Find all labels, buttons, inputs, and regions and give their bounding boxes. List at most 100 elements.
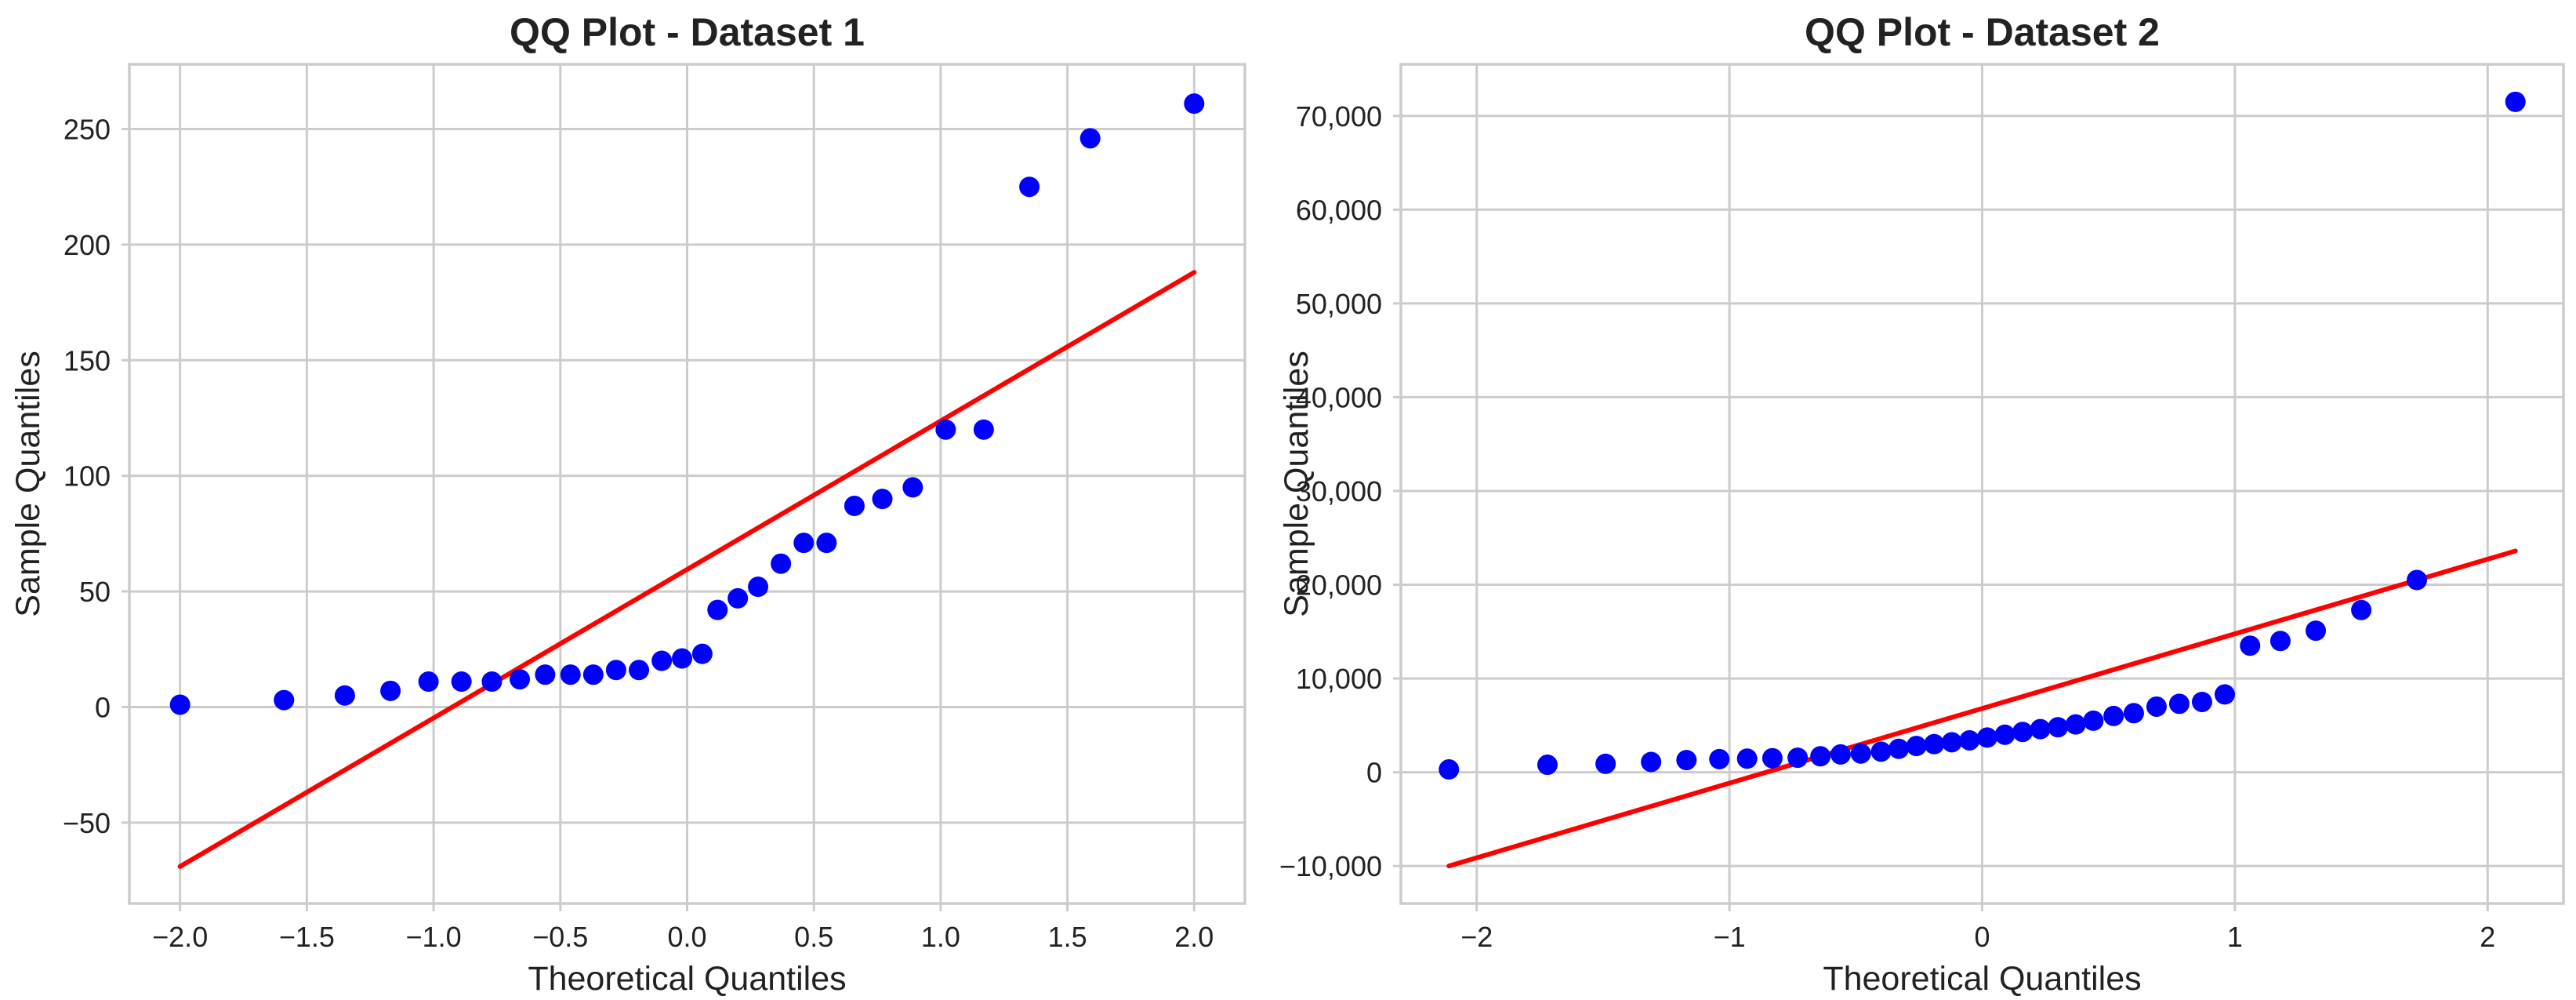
data-point — [727, 587, 749, 609]
data-point — [418, 671, 439, 693]
y-tick-label: 10,000 — [1296, 663, 1382, 695]
data-point — [1810, 746, 1831, 767]
data-point — [816, 533, 837, 554]
data-point — [1079, 128, 1101, 149]
y-tick-label: −10,000 — [1279, 850, 1382, 882]
x-tick-label: 0.5 — [794, 921, 833, 953]
sample-points — [1439, 91, 2526, 780]
data-point — [380, 680, 401, 701]
x-axis-ticks: −2.0 −1.5 −1.0 −0.5 0.0 0.5 1.0 1.5 2.0 — [152, 904, 1214, 953]
x-tick-label: 2 — [2480, 921, 2495, 953]
data-point — [535, 664, 556, 685]
data-point — [691, 643, 713, 664]
y-axis-ticks: −10,000 0 10,000 20,000 30,000 40,000 50,000 60… — [1279, 100, 1401, 882]
data-point — [1941, 732, 1962, 753]
data-point — [169, 694, 190, 715]
y-tick-label: 50 — [79, 576, 111, 608]
data-point — [1888, 738, 1910, 759]
data-point — [1959, 729, 1980, 751]
data-point — [1184, 93, 1205, 115]
x-axis-label: Theoretical Quantiles — [528, 960, 846, 998]
data-point — [2407, 569, 2428, 591]
data-point — [2012, 722, 2034, 743]
data-point — [2306, 620, 2327, 642]
data-point — [1595, 753, 1616, 774]
data-point — [935, 419, 956, 440]
data-point — [1906, 736, 1927, 757]
data-point — [748, 576, 769, 598]
data-point — [2103, 705, 2124, 726]
data-point — [560, 664, 581, 685]
data-point — [629, 660, 650, 681]
data-point — [872, 489, 893, 510]
data-point — [2269, 631, 2291, 652]
x-tick-label: 0.0 — [667, 921, 706, 953]
data-point — [1537, 755, 1558, 776]
data-point — [1830, 744, 1851, 765]
y-axis-ticks: −50 0 50 100 150 200 250 — [63, 114, 129, 839]
data-point — [1994, 724, 2015, 745]
data-point — [844, 496, 865, 517]
x-tick-label: −2 — [1460, 921, 1493, 953]
y-tick-label: 20,000 — [1296, 569, 1382, 602]
y-axis-label: Sample Quantiles — [1278, 351, 1315, 616]
data-point — [1787, 747, 1809, 769]
grid-lines — [129, 64, 1245, 904]
qq-plot-panel-1: −2.0 −1.5 −1.0 −0.5 0.0 0.5 1.0 1.5 2.0 −50 0 50 100… — [9, 10, 1246, 998]
x-tick-label: 0 — [1974, 921, 1990, 953]
y-tick-label: 40,000 — [1296, 381, 1382, 413]
data-point — [1676, 750, 1697, 771]
data-point — [793, 533, 815, 554]
y-tick-label: 60,000 — [1296, 194, 1382, 226]
data-point — [2505, 91, 2526, 112]
data-point — [1924, 733, 1945, 755]
qq-plot-panel-2: −2 −1 0 1 2 −10,000 0 10,000 20,000 30,000 40,000 5… — [1278, 10, 2565, 998]
data-point — [451, 671, 472, 693]
x-tick-label: 1.0 — [921, 921, 960, 953]
sample-points — [169, 93, 1205, 715]
data-point — [707, 599, 728, 620]
y-tick-label: −50 — [63, 807, 111, 839]
data-point — [1019, 176, 1040, 198]
y-tick-label: 70,000 — [1296, 100, 1382, 133]
x-axis-label: Theoretical Quantiles — [1823, 960, 2141, 998]
chart-title: QQ Plot - Dataset 1 — [510, 10, 865, 54]
data-point — [2123, 703, 2144, 724]
data-point — [481, 671, 503, 693]
chart-title: QQ Plot - Dataset 2 — [1805, 10, 2160, 54]
y-tick-label: 50,000 — [1296, 288, 1382, 320]
data-point — [274, 689, 295, 711]
data-point — [2240, 635, 2261, 656]
data-point — [672, 648, 693, 669]
data-point — [771, 553, 792, 574]
y-tick-label: 0 — [95, 691, 111, 723]
data-point — [1870, 741, 1892, 762]
data-point — [902, 477, 923, 498]
x-tick-label: 1.5 — [1048, 921, 1087, 953]
data-point — [2030, 718, 2051, 740]
y-tick-label: 250 — [63, 114, 111, 146]
data-point — [1439, 759, 1460, 780]
y-tick-label: 150 — [63, 344, 111, 376]
data-point — [2146, 696, 2167, 717]
reference-fit-line — [1446, 548, 2518, 869]
x-tick-label: −2.0 — [152, 921, 208, 953]
data-point — [2048, 717, 2069, 738]
y-tick-label: 200 — [63, 229, 111, 261]
y-tick-label: 100 — [63, 460, 111, 493]
data-point — [2214, 684, 2235, 705]
data-point — [2351, 599, 2372, 620]
data-point — [334, 685, 355, 706]
data-point — [1761, 747, 1783, 769]
data-point — [1709, 748, 1730, 769]
data-point — [651, 650, 673, 671]
data-point — [2083, 710, 2104, 731]
y-tick-label: 30,000 — [1296, 475, 1382, 507]
data-point — [973, 419, 994, 440]
data-point — [1641, 751, 1662, 773]
data-point — [605, 660, 626, 681]
data-point — [582, 664, 604, 685]
x-axis-ticks: −2 −1 0 1 2 — [1460, 904, 2495, 953]
grid-lines — [1401, 64, 2563, 904]
